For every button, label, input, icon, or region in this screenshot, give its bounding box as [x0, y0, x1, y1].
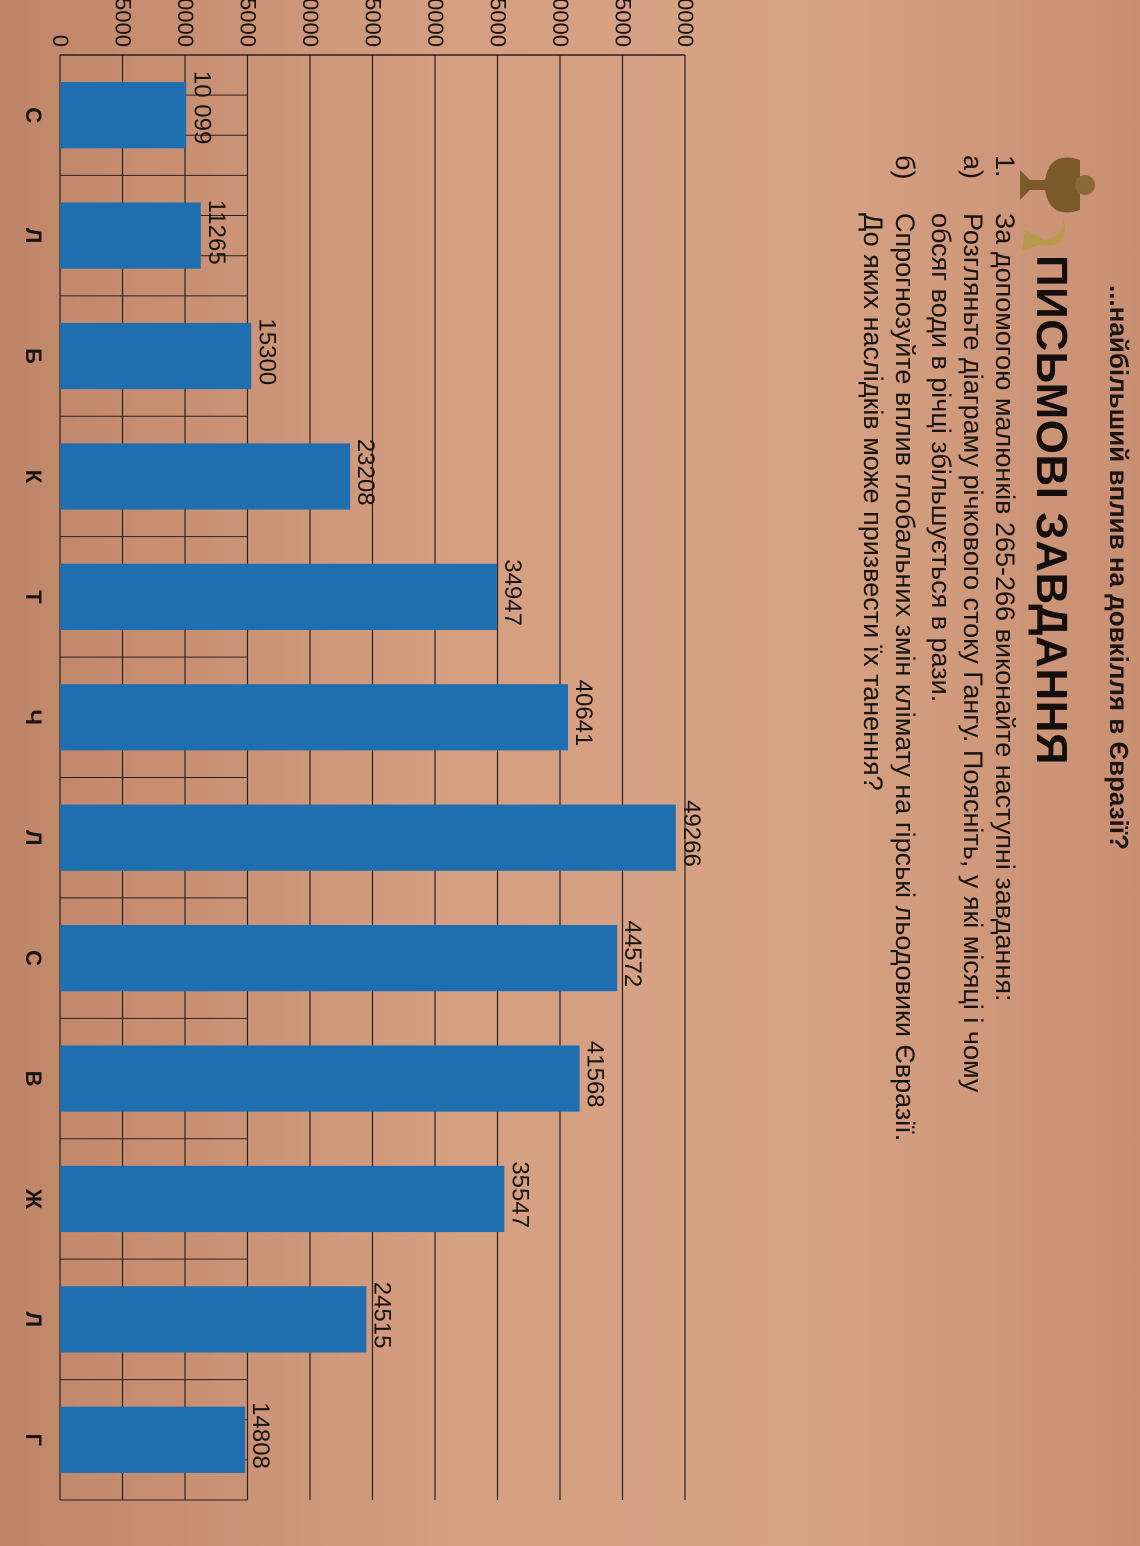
bar [60, 1165, 505, 1233]
bar-value-label: 11265 [203, 200, 230, 265]
bar-value-label: 44572 [619, 920, 646, 987]
bar [60, 563, 497, 630]
y-tick-label: 45000 [611, 0, 636, 47]
bar [60, 1045, 580, 1112]
bar [60, 925, 618, 992]
bar-value-label: 23208 [352, 439, 379, 506]
bar [59, 443, 351, 510]
y-tick-label: 15000 [236, 0, 261, 47]
bar-value-label: 34947 [499, 559, 526, 626]
x-tick-label: Г [21, 1434, 46, 1447]
y-tick-label: 20000 [298, 0, 323, 47]
bar-value-label: 15300 [253, 318, 280, 385]
bar-value-label: 40641 [570, 680, 597, 747]
trophy-icon [1020, 157, 1095, 250]
y-tick-label: 25000 [361, 0, 386, 47]
y-tick-label: 5000 [111, 0, 136, 47]
y-tick-label: 30000 [423, 0, 448, 47]
bar [60, 684, 569, 751]
y-tick-label: 0 [48, 35, 73, 47]
x-tick-label: Б [21, 348, 46, 364]
y-tick-label: 35000 [486, 0, 511, 47]
bar [60, 1286, 367, 1353]
y-tick-label: 50000 [673, 0, 698, 47]
x-tick-label: С [21, 950, 46, 966]
bar [59, 82, 187, 149]
x-tick-label: В [21, 1071, 46, 1087]
x-tick-label: Т [21, 590, 46, 604]
bar-value-label: 10 099 [188, 71, 215, 144]
y-tick-label: 40000 [548, 0, 573, 47]
bar-value-label: 14808 [247, 1402, 274, 1469]
bar [60, 804, 676, 871]
x-tick-label: Л [21, 1312, 46, 1327]
x-tick-label: С [21, 107, 46, 123]
x-tick-label: Л [21, 228, 46, 243]
bar-value-label: 41568 [582, 1041, 609, 1108]
y-tick-label: 10000 [173, 0, 198, 47]
bar-value-label: 35547 [506, 1161, 533, 1228]
x-tick-label: Ж [21, 1188, 46, 1209]
bar [60, 202, 201, 269]
bar-value-label: 24515 [368, 1282, 395, 1349]
x-tick-label: Ч [21, 710, 46, 725]
bar [59, 1406, 246, 1473]
x-tick-label: К [21, 470, 46, 484]
bar-value-label: 49266 [678, 800, 705, 867]
bar [60, 322, 252, 390]
x-tick-label: Л [21, 830, 46, 845]
